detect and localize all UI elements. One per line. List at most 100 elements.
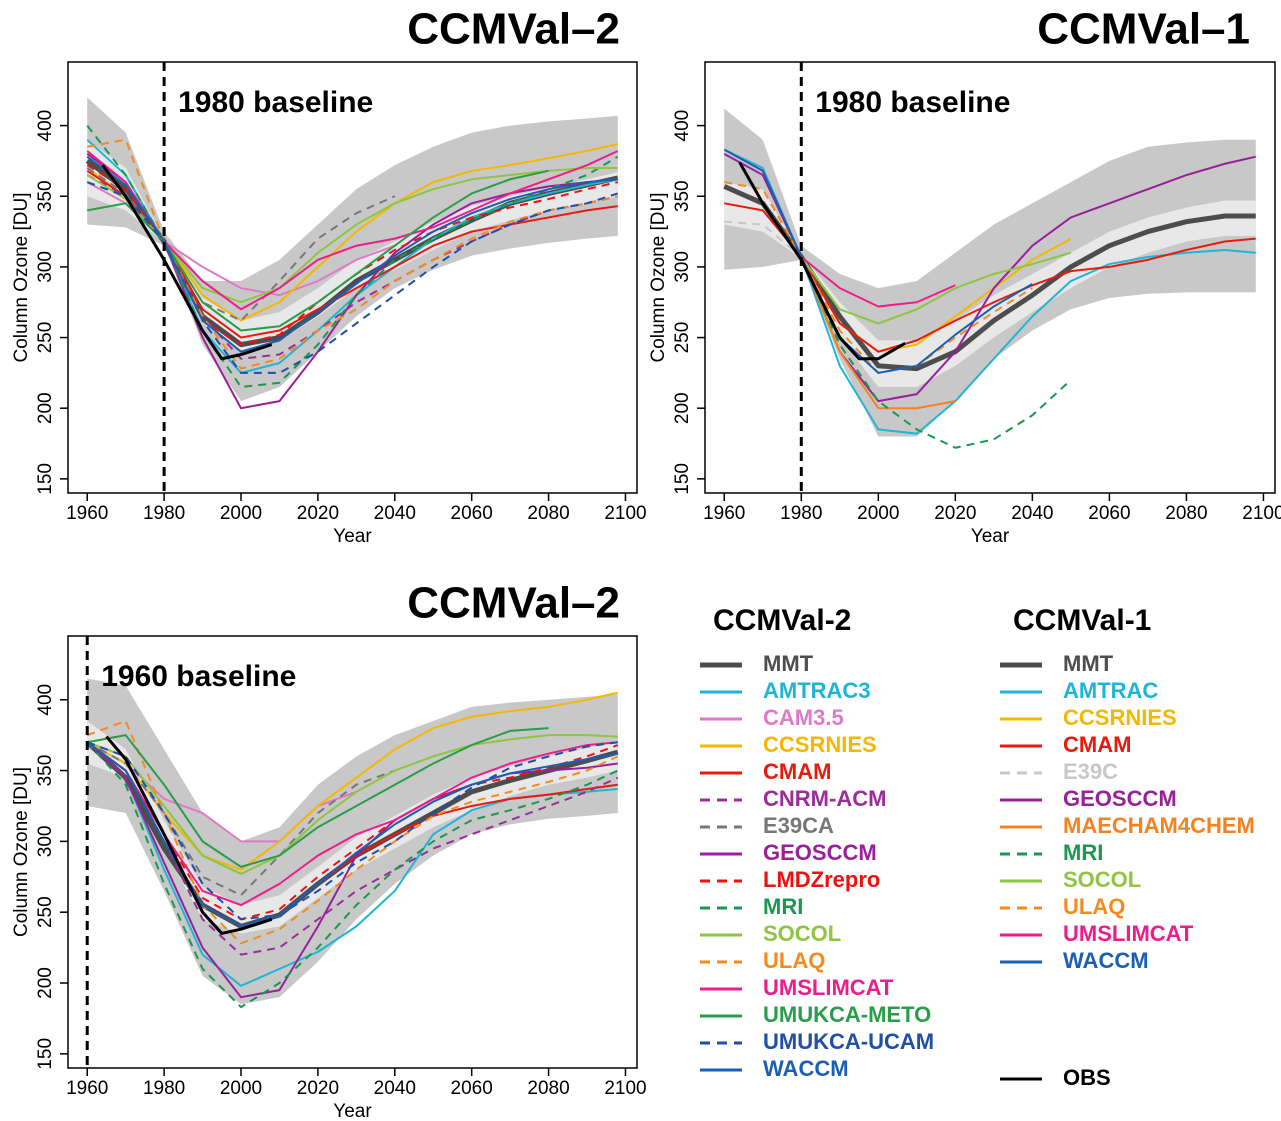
annotation: 1960 baseline xyxy=(101,660,296,693)
series-line xyxy=(101,164,273,361)
series-line xyxy=(800,256,956,410)
x-tick-label: 2080 xyxy=(527,1078,569,1099)
x-tick-label: 2020 xyxy=(297,1078,339,1099)
legend-label: CMAM xyxy=(763,759,831,784)
y-tick-label: 400 xyxy=(672,110,693,142)
legend-label: ULAQ xyxy=(763,948,825,973)
x-tick-label: 2000 xyxy=(220,1078,262,1099)
series-line xyxy=(86,741,619,921)
series-line xyxy=(738,161,907,361)
legend-label: LMDZrepro xyxy=(763,867,880,892)
series-line xyxy=(105,735,273,935)
x-tick-label: 2000 xyxy=(220,503,262,524)
panel-title: CCMVal–1 xyxy=(1037,5,1250,54)
x-tick-label: 2000 xyxy=(857,503,899,524)
legend-label: SOCOL xyxy=(763,921,841,946)
y-tick-label: 250 xyxy=(672,322,693,354)
series-line xyxy=(86,719,619,945)
x-tick-label: 2020 xyxy=(934,503,976,524)
annotation: 1980 baseline xyxy=(178,86,373,119)
x-tick-label: 2060 xyxy=(451,503,493,524)
series-line xyxy=(86,741,618,907)
series-line xyxy=(800,251,1072,325)
y-tick-label: 300 xyxy=(672,251,693,283)
series-line xyxy=(724,220,802,258)
x-tick-label: 1980 xyxy=(143,1078,185,1099)
series-line xyxy=(86,741,396,897)
x-tick-label: 1960 xyxy=(703,503,745,524)
y-axis-label: Column Ozone [DU] xyxy=(648,192,669,362)
series-line xyxy=(86,169,618,339)
annotation: 1980 baseline xyxy=(815,86,1010,119)
series-line xyxy=(724,202,1256,353)
y-tick-label: 150 xyxy=(35,1038,56,1070)
legend-label: UMSLIMCAT xyxy=(763,975,894,1000)
y-tick-label: 200 xyxy=(672,392,693,424)
legend-label: E39C xyxy=(1063,759,1118,784)
panel-title: CCMVal–2 xyxy=(407,5,620,54)
y-tick-label: 200 xyxy=(35,392,56,424)
panel-lines xyxy=(85,678,619,1009)
legend-label: AMTRAC xyxy=(1063,678,1158,703)
y-axis-label: Column Ozone [DU] xyxy=(11,192,32,362)
y-tick-label: 150 xyxy=(672,463,693,495)
y-axis-label: Column Ozone [DU] xyxy=(11,767,32,937)
y-tick-label: 400 xyxy=(35,110,56,142)
plot-frame xyxy=(67,635,638,1069)
legend-label: GEOSCCM xyxy=(763,840,877,865)
x-tick-label: 2100 xyxy=(604,1078,646,1099)
series-line xyxy=(800,256,956,308)
legend-label: GEOSCCM xyxy=(1063,786,1177,811)
y-tick-label: 300 xyxy=(35,826,56,858)
y-tick-label: 350 xyxy=(35,755,56,787)
series-line xyxy=(86,691,619,871)
series-line xyxy=(86,150,619,311)
panel-title: CCMVal–2 xyxy=(407,579,620,628)
legend-label: MRI xyxy=(763,894,803,919)
legend-label: MRI xyxy=(1063,840,1103,865)
series-line xyxy=(86,166,618,304)
x-tick-label: 2040 xyxy=(374,1078,416,1099)
y-tick-label: 350 xyxy=(35,180,56,212)
x-tick-label: 1960 xyxy=(66,1078,108,1099)
series-line xyxy=(723,184,1256,372)
legend-label: AMTRAC3 xyxy=(763,678,871,703)
panel-lines xyxy=(85,97,619,410)
plot-frame xyxy=(67,61,638,494)
legend-label: CAM3.5 xyxy=(763,705,844,730)
series-line xyxy=(86,734,618,875)
legend-label: WACCM xyxy=(1063,948,1149,973)
legend-label: MAECHAM4CHEM xyxy=(1063,813,1255,838)
x-axis-label: Year xyxy=(333,526,372,547)
series-line xyxy=(86,142,619,322)
x-tick-label: 2060 xyxy=(1088,503,1130,524)
x-tick-label: 2020 xyxy=(297,503,339,524)
y-tick-label: 350 xyxy=(672,180,693,212)
series-line xyxy=(86,167,396,322)
legend-label: MMT xyxy=(763,651,814,676)
uncertainty-band xyxy=(87,720,618,934)
x-tick-label: 2040 xyxy=(1011,503,1053,524)
x-tick-label: 2080 xyxy=(527,503,569,524)
series-line xyxy=(86,155,618,353)
legend-label: SOCOL xyxy=(1063,867,1141,892)
legend-label: UMSLIMCAT xyxy=(1063,921,1194,946)
legend-label: UMUKCA-UCAM xyxy=(763,1029,934,1054)
legend-title: CCMVal-2 xyxy=(713,604,851,637)
x-tick-label: 2100 xyxy=(604,503,646,524)
legend-label: CNRM-ACM xyxy=(763,786,886,811)
series-line xyxy=(723,148,1033,374)
legend-label: CMAM xyxy=(1063,732,1131,757)
x-tick-label: 2040 xyxy=(374,503,416,524)
series-line xyxy=(86,741,619,956)
x-tick-label: 1980 xyxy=(780,503,822,524)
legend-label: UMUKCA-METO xyxy=(763,1002,931,1027)
y-tick-label: 300 xyxy=(35,251,56,283)
legend-label: E39CA xyxy=(763,813,834,838)
series-line xyxy=(86,741,619,1009)
x-tick-label: 1960 xyxy=(66,503,108,524)
legend-label: CCSRNIES xyxy=(763,732,877,757)
x-axis-label: Year xyxy=(971,526,1010,547)
y-tick-label: 250 xyxy=(35,322,56,354)
